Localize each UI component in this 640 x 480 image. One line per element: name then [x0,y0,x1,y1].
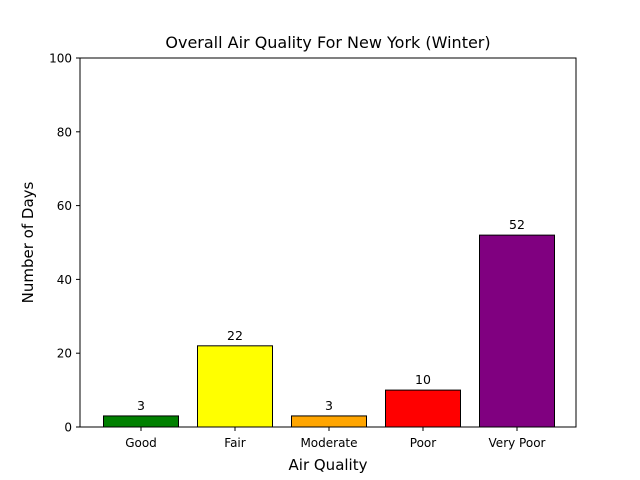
x-tick-label: Moderate [300,436,357,450]
x-axis: Good Fair Moderate Poor Very Poor [125,427,546,450]
bar-moderate [291,415,367,428]
chart-title: Overall Air Quality For New York (Winter… [165,33,490,52]
x-tick-label: Good [125,436,157,450]
y-tick-label: 0 [64,421,72,435]
x-axis-label: Air Quality [289,456,368,474]
plot-frame [79,57,577,428]
x-tick-label: Very Poor [489,436,546,450]
x-tick-label: Poor [410,436,436,450]
data-labels-layer: 3 22 3 10 52 [137,217,525,413]
bar-good [103,415,179,428]
data-label-moderate: 3 [325,398,333,413]
y-tick-label: 80 [57,125,72,139]
y-tick-label: 100 [49,52,72,66]
data-label-poor: 10 [415,372,431,387]
bar-poor [385,389,461,428]
bars-layer [103,234,555,428]
bar-fair [197,345,273,428]
y-tick-label: 20 [57,347,72,361]
y-axis-label: Number of Days [19,181,37,303]
bar-very-poor [479,234,555,428]
x-tick-label: Fair [224,436,245,450]
y-tick-label: 60 [57,199,72,213]
y-axis: 0 20 40 60 80 100 [49,52,80,435]
data-label-very-poor: 52 [509,217,525,232]
y-tick-label: 40 [57,273,72,287]
data-label-good: 3 [137,398,145,413]
data-label-fair: 22 [227,328,243,343]
